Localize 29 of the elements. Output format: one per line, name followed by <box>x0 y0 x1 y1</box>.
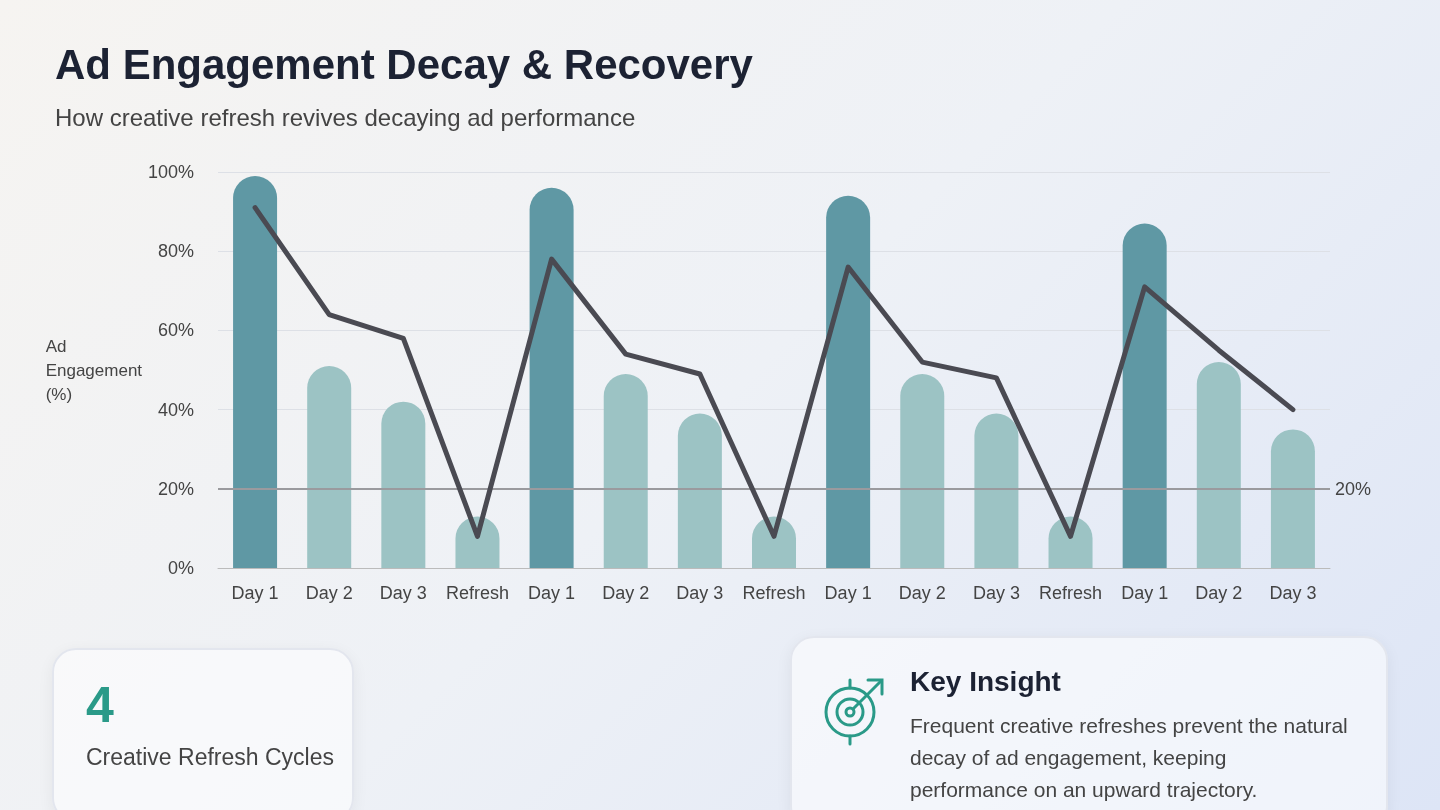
y-tick-label: 80% <box>157 241 194 262</box>
x-tick-label: Day 2 <box>305 583 353 603</box>
x-tick-label: Refresh <box>1039 583 1103 603</box>
x-tick-label: Day 3 <box>676 583 724 603</box>
chart-title: Ad Engagement Decay & Recovery <box>55 40 754 88</box>
text: Key Insight <box>910 666 1061 698</box>
x-tick-label: Refresh <box>445 583 509 603</box>
x-tick-label: Day 3 <box>379 583 427 603</box>
x-tick-label: Day 1 <box>1121 583 1169 603</box>
x-tick-label: Day 1 <box>528 583 576 603</box>
chart-subtitle: How creative refresh revives decaying ad performance <box>55 103 636 131</box>
y-tick-label: 100% <box>147 162 194 182</box>
text: Creative Refresh Cycles <box>86 744 334 771</box>
x-tick-label: Day 1 <box>231 583 279 603</box>
x-tick-label: Day 2 <box>1195 583 1243 603</box>
x-tick-label: Day 3 <box>972 583 1020 603</box>
x-tick-label: Refresh <box>742 583 806 603</box>
y-axis-title: Ad Engagement (%) <box>45 336 143 404</box>
y-tick-label: 60% <box>157 320 194 341</box>
text: 4 <box>86 676 114 734</box>
x-tick-label: Day 2 <box>602 583 650 603</box>
text: Frequent creative refreshes prevent the natural decay of ad engagement, keeping performance on an upward trajectory. <box>910 713 1349 803</box>
x-tick-label: Day 3 <box>1269 583 1317 603</box>
y-tick-label: 0% <box>167 558 194 578</box>
y-tick-label: 40% <box>157 399 194 420</box>
x-tick-label: Day 2 <box>898 583 946 603</box>
x-tick-label: Day 1 <box>824 583 872 603</box>
y-tick-label: 20% <box>157 478 194 499</box>
ref-line-label: 20% <box>1335 478 1372 499</box>
